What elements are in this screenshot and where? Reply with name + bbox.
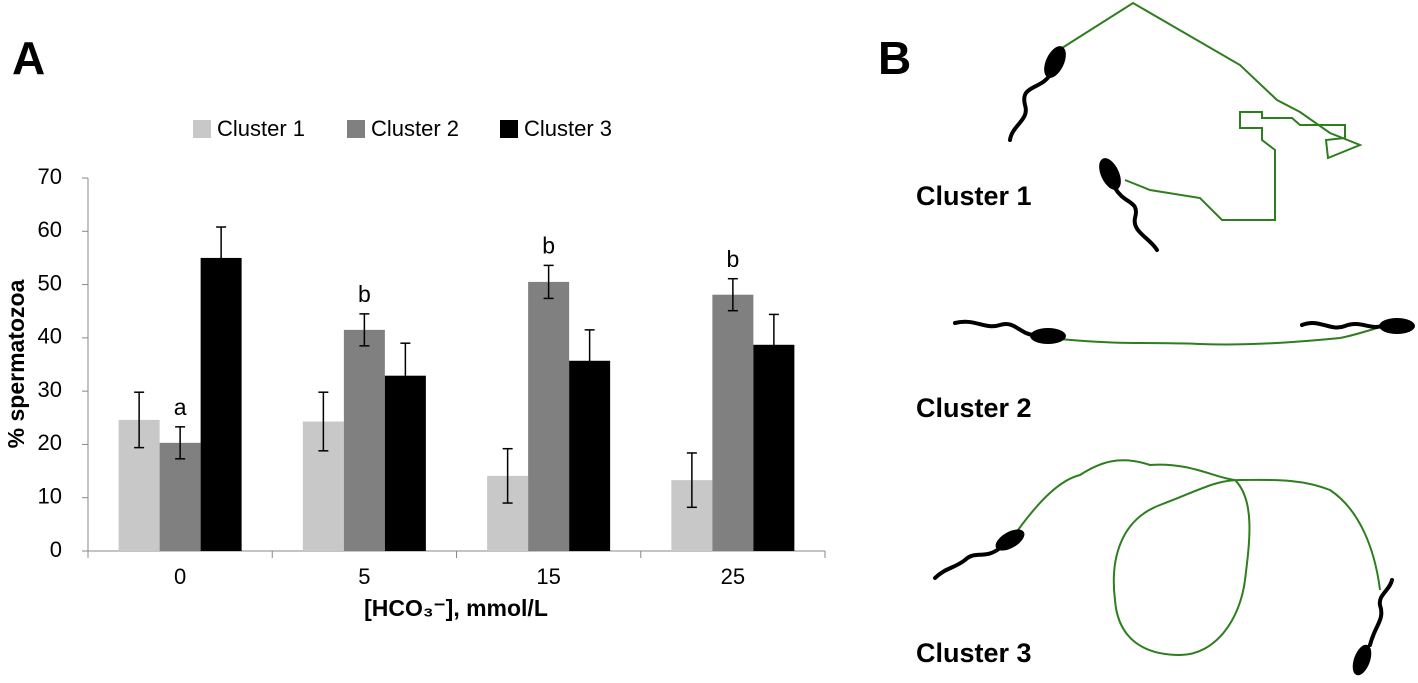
tail: [1368, 578, 1394, 647]
sperm-head: [1030, 328, 1066, 344]
bar: [528, 281, 570, 551]
cluster-3-illustration: [933, 459, 1394, 676]
track: [1017, 459, 1381, 657]
sperm-head: [995, 529, 1025, 551]
panel-label: B: [878, 32, 911, 84]
bar: [569, 360, 611, 551]
panel-label: A: [12, 32, 45, 84]
y-tick-label: 40: [38, 324, 62, 349]
significance-label: b: [726, 246, 739, 272]
legend-swatch: [193, 120, 211, 138]
y-tick-label: 30: [38, 377, 62, 402]
legend-label: Cluster 3: [524, 116, 612, 141]
legend-swatch: [347, 120, 365, 138]
tail: [1008, 73, 1052, 142]
track: [1061, 1, 1363, 221]
bar: [712, 294, 754, 551]
significance-label: b: [542, 232, 555, 258]
x-tick-label: 0: [174, 564, 186, 589]
x-tick-label: 15: [536, 564, 560, 589]
cluster-label: Cluster 1: [916, 181, 1032, 211]
tail: [1300, 321, 1384, 330]
cluster-label: Cluster 3: [916, 638, 1032, 668]
y-tick-label: 10: [38, 484, 62, 509]
x-axis-label: [HCO₃⁻], mmol/L: [364, 595, 548, 621]
significance-label: b: [358, 281, 371, 307]
legend-label: Cluster 1: [217, 116, 305, 141]
y-axis-label: % spermatozoa: [3, 279, 29, 448]
tail: [933, 546, 1002, 580]
cluster-1-illustration: [1008, 1, 1363, 252]
significance-label: a: [174, 394, 187, 420]
cluster-label: Cluster 2: [916, 393, 1032, 423]
sperm-head: [1379, 318, 1415, 334]
legend-swatch: [500, 120, 518, 138]
y-tick-label: 20: [38, 430, 62, 455]
cluster-2-illustration: [953, 318, 1415, 346]
bar: [159, 442, 201, 551]
sperm-head: [1099, 158, 1121, 190]
y-tick-label: 60: [38, 217, 62, 242]
bar: [753, 344, 795, 551]
bar: [200, 257, 242, 551]
y-tick-label: 0: [50, 537, 62, 562]
y-tick-label: 50: [38, 270, 62, 295]
sperm-head: [1044, 46, 1066, 78]
sperm-head: [1352, 644, 1372, 676]
bar: [343, 329, 385, 551]
tail: [953, 319, 1037, 337]
x-tick-label: 25: [721, 564, 745, 589]
legend-label: Cluster 2: [371, 116, 459, 141]
track: [1059, 325, 1386, 346]
y-tick-label: 70: [38, 164, 62, 189]
tail: [1113, 186, 1159, 252]
x-tick-label: 5: [358, 564, 370, 589]
